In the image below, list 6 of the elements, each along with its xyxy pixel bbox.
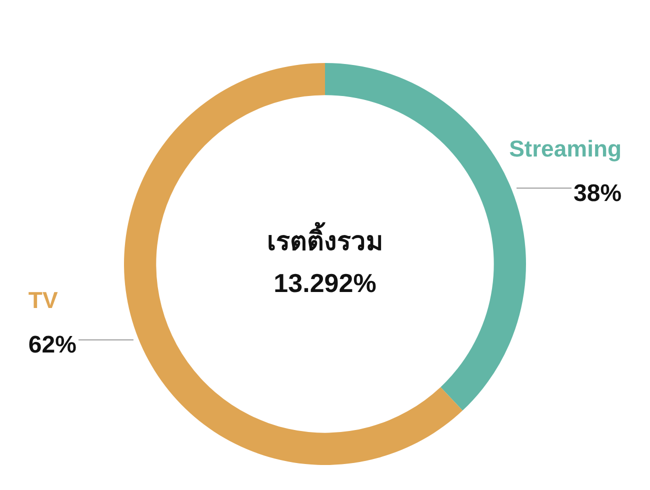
- slice-label: TV: [28, 287, 58, 314]
- text: 13.292%: [274, 268, 376, 298]
- text: เรตติ้งรวม: [267, 221, 383, 256]
- data-label: 38%: [574, 180, 622, 207]
- slice-label: Streaming: [509, 136, 622, 162]
- data-label: 62%: [28, 331, 76, 358]
